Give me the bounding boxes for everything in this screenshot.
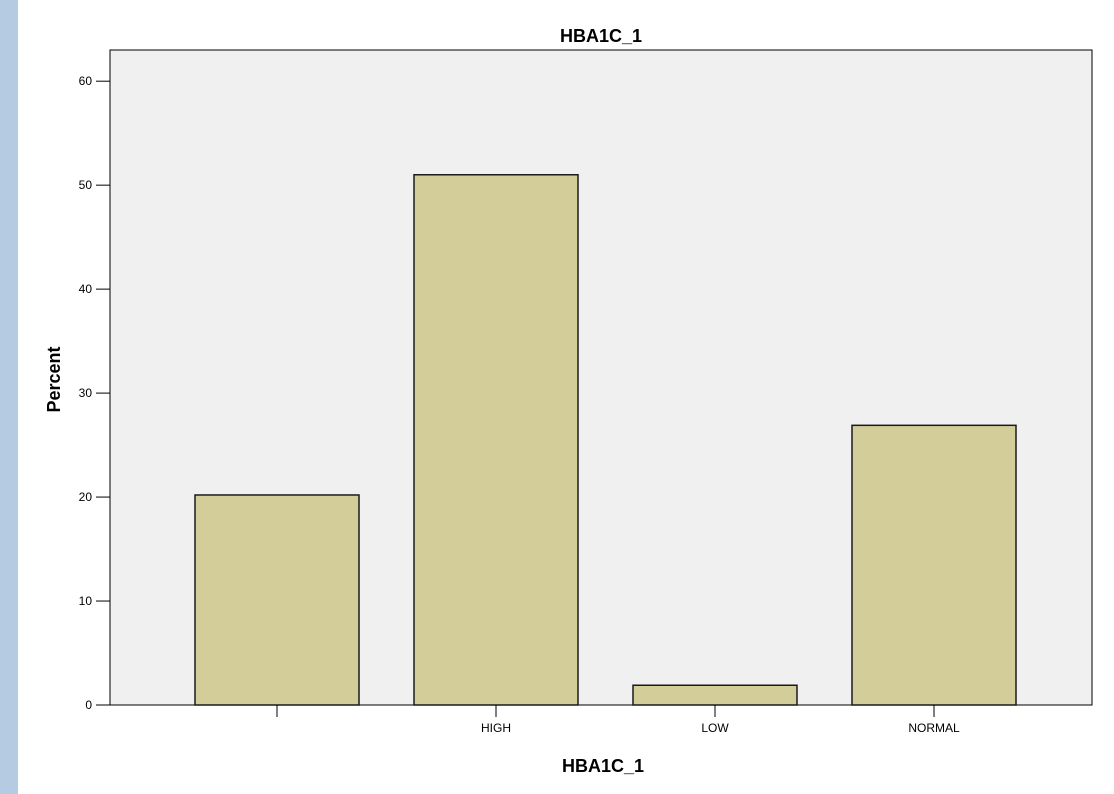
bar-high (413, 174, 579, 706)
y-tick-label: 40 (79, 282, 93, 296)
y-tick-label: 50 (79, 178, 93, 192)
bar-blank (194, 494, 360, 706)
x-tick-label: LOW (701, 721, 729, 735)
x-tick-label: HIGH (481, 721, 511, 735)
bars-group (194, 174, 1017, 706)
y-axis-title: Percent (44, 346, 64, 412)
y-tick-label: 20 (79, 490, 93, 504)
x-axis-title: HBA1C_1 (562, 756, 644, 776)
chart-title: HBA1C_1 (560, 26, 642, 46)
x-axis: HIGH LOW NORMAL (276, 705, 960, 735)
y-tick-label: 10 (79, 594, 93, 608)
bar-normal (851, 424, 1017, 706)
y-tick-label: 0 (85, 698, 92, 712)
y-axis: 0 10 20 30 40 50 60 (79, 74, 110, 712)
bar-low (632, 684, 798, 706)
x-tick-label: NORMAL (908, 721, 960, 735)
y-tick-label: 30 (79, 386, 93, 400)
y-tick-label: 60 (79, 74, 93, 88)
